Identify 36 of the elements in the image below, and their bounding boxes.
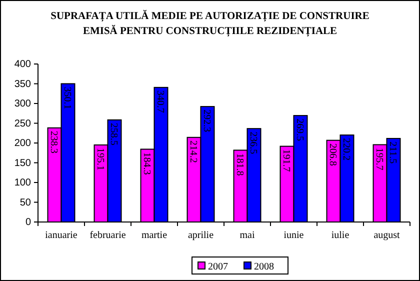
data-label: 236.5 <box>247 132 258 154</box>
data-label: 184.3 <box>141 152 152 175</box>
chart-title: SUPRAFAȚA UTILĂ MEDIE PE AUTORIZAȚIE DE CONSTRUIRE EMISĂ PENTRU CONSTRUCȚIILE REZIDENȚIALE <box>50 9 370 37</box>
x-tick-label: iunie <box>284 230 304 241</box>
data-label: 220.2 <box>340 138 352 161</box>
data-label: 214.2 <box>188 140 199 163</box>
data-label: 211.5 <box>386 141 398 164</box>
legend-label: 2007 <box>208 262 228 272</box>
data-label: 238.3 <box>48 130 60 154</box>
y-tick-label: 250 <box>14 118 32 130</box>
y-tick-label: 150 <box>14 158 32 169</box>
x-tick-label: aprilie <box>188 230 214 241</box>
y-tick-label: 400 <box>14 59 32 70</box>
data-label: 206.8 <box>327 143 338 166</box>
x-tick-label: august <box>374 230 400 241</box>
y-tick-label: 0 <box>25 217 32 228</box>
y-tick-label: 50 <box>20 197 32 208</box>
data-label: 191.7 <box>280 149 292 172</box>
y-tick-label: 350 <box>14 78 32 90</box>
data-label: 340.7 <box>154 90 166 113</box>
y-tick-label: 300 <box>14 98 32 110</box>
y-tick-label: 200 <box>14 138 32 150</box>
data-label: 350.1 <box>61 86 72 110</box>
legend-label: 2008 <box>254 262 274 272</box>
data-label: 258.5 <box>108 122 119 146</box>
data-label: 195.1 <box>94 148 106 170</box>
y-tick-label: 100 <box>14 178 32 189</box>
data-label: 195.7 <box>374 148 385 170</box>
data-label: 181.8 <box>234 153 246 176</box>
x-tick-label: mai <box>240 230 255 241</box>
x-tick-label: martie <box>141 230 168 241</box>
data-label: 292.3 <box>200 110 212 132</box>
x-tick-label: iulie <box>331 230 350 241</box>
x-tick-label: februarie <box>90 230 126 241</box>
x-tick-label: ianuarie <box>45 230 78 241</box>
data-label: 269.5 <box>294 118 305 142</box>
